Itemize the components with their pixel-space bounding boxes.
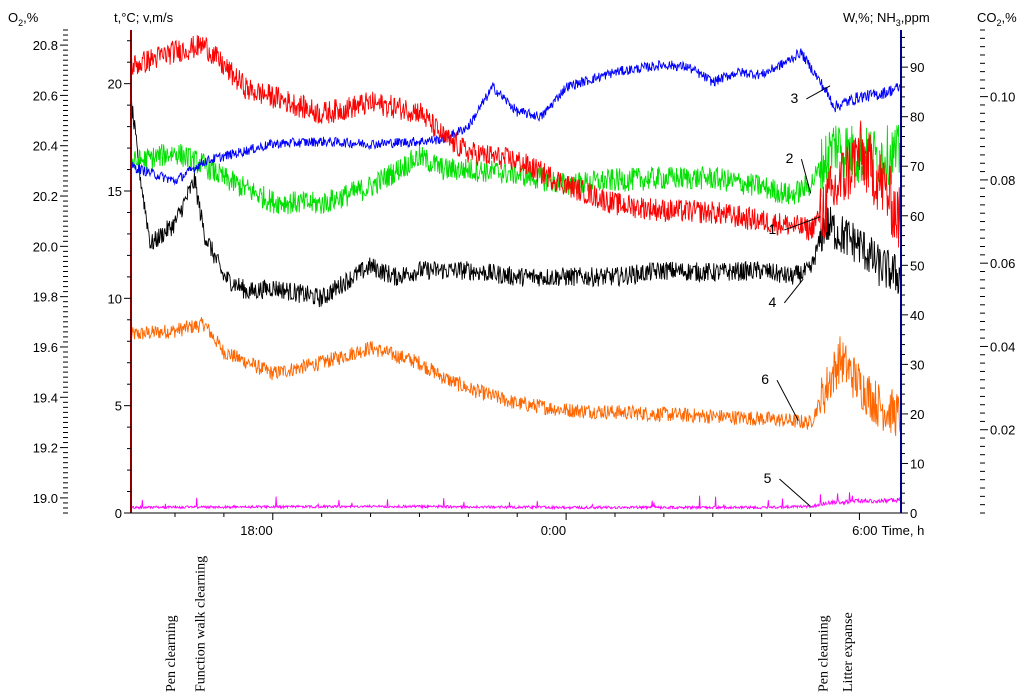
curve-1-leader: [784, 216, 821, 231]
curve-6-label: 6: [761, 371, 769, 387]
co2-tick-label: 0.10: [990, 90, 1015, 105]
event-label-3: Pen clearning: [817, 615, 832, 692]
event-label-1: Pen clearning: [164, 615, 179, 692]
series-layer: [130, 35, 902, 511]
o2-tick-label: 20.0: [33, 239, 58, 254]
curve-4-leader: [783, 278, 804, 304]
o2-tick-label: 19.4: [33, 390, 58, 405]
o2-tick-label: 19.0: [33, 491, 58, 506]
curve-5-leader: [779, 478, 811, 507]
left-inner-tick-label: 20: [108, 77, 122, 92]
event-label-4: Litter expanse: [841, 612, 856, 692]
x-tick-label: 6:00: [852, 523, 877, 538]
curve-2-label: 2: [786, 150, 794, 166]
o2-tick-label: 19.6: [33, 340, 58, 355]
series-6-line: [130, 317, 902, 436]
o2-tick-label: 20.6: [33, 88, 58, 103]
co2-tick-label: 0.06: [990, 256, 1015, 271]
right-inner-tick-label: 0: [910, 506, 917, 521]
co2-tick-label: 0.08: [990, 173, 1015, 188]
co2-axis-title: CO2,%: [977, 10, 1017, 28]
series-4-line: [130, 94, 902, 308]
labels-layer: O2,% t,°C; v,m/s W,%; NH3,ppm CO2,% 1 2 3 4 5 6 Pe…: [8, 10, 1017, 692]
o2-tick-label: 20.8: [33, 38, 58, 53]
series-5-line: [130, 492, 902, 511]
co2-tick-label: 0.04: [990, 339, 1015, 354]
left-inner-axis-title: t,°C; v,m/s: [114, 10, 174, 25]
right-inner-tick-label: 80: [910, 110, 924, 125]
right-inner-axis-title: W,%; NH3,ppm: [843, 10, 930, 28]
right-inner-tick-label: 40: [910, 308, 924, 323]
right-inner-tick-label: 50: [910, 258, 924, 273]
left-inner-tick-label: 15: [108, 184, 122, 199]
o2-tick-label: 20.4: [33, 139, 58, 154]
series-2-line: [130, 124, 902, 215]
left-inner-tick-label: 10: [108, 291, 122, 306]
curve-3-leader: [806, 85, 831, 100]
series-3-line: [130, 48, 902, 186]
x-tick-label: 0:00: [541, 523, 566, 538]
left-inner-tick-label: 0: [115, 506, 122, 521]
right-inner-tick-label: 60: [910, 209, 924, 224]
o2-axis-title: O2,%: [8, 10, 39, 28]
series-1-line: [130, 35, 902, 248]
x-tick-label: 18:00: [240, 523, 273, 538]
o2-tick-label: 19.8: [33, 290, 58, 305]
right-inner-tick-label: 10: [910, 456, 924, 471]
curve-5-label: 5: [764, 470, 772, 486]
curve-3-label: 3: [791, 90, 799, 106]
event-label-2: Function walk clearning: [193, 556, 208, 692]
curve-2-leader: [800, 158, 812, 194]
o2-tick-label: 19.2: [33, 441, 58, 456]
right-inner-tick-label: 70: [910, 159, 924, 174]
right-inner-tick-label: 90: [910, 60, 924, 75]
o2-tick-label: 20.2: [33, 189, 58, 204]
curve-4-label: 4: [769, 294, 777, 310]
co2-tick-label: 0.02: [990, 423, 1015, 438]
right-inner-tick-label: 30: [910, 357, 924, 372]
right-inner-tick-label: 20: [910, 407, 924, 422]
x-axis-title: Time, h: [881, 523, 924, 538]
curve-6-leader: [776, 379, 799, 421]
left-inner-tick-label: 5: [115, 399, 122, 414]
curve-1-label: 1: [769, 221, 777, 237]
axes-layer: 20151050908070605040302010020.820.620.42…: [33, 29, 1015, 538]
